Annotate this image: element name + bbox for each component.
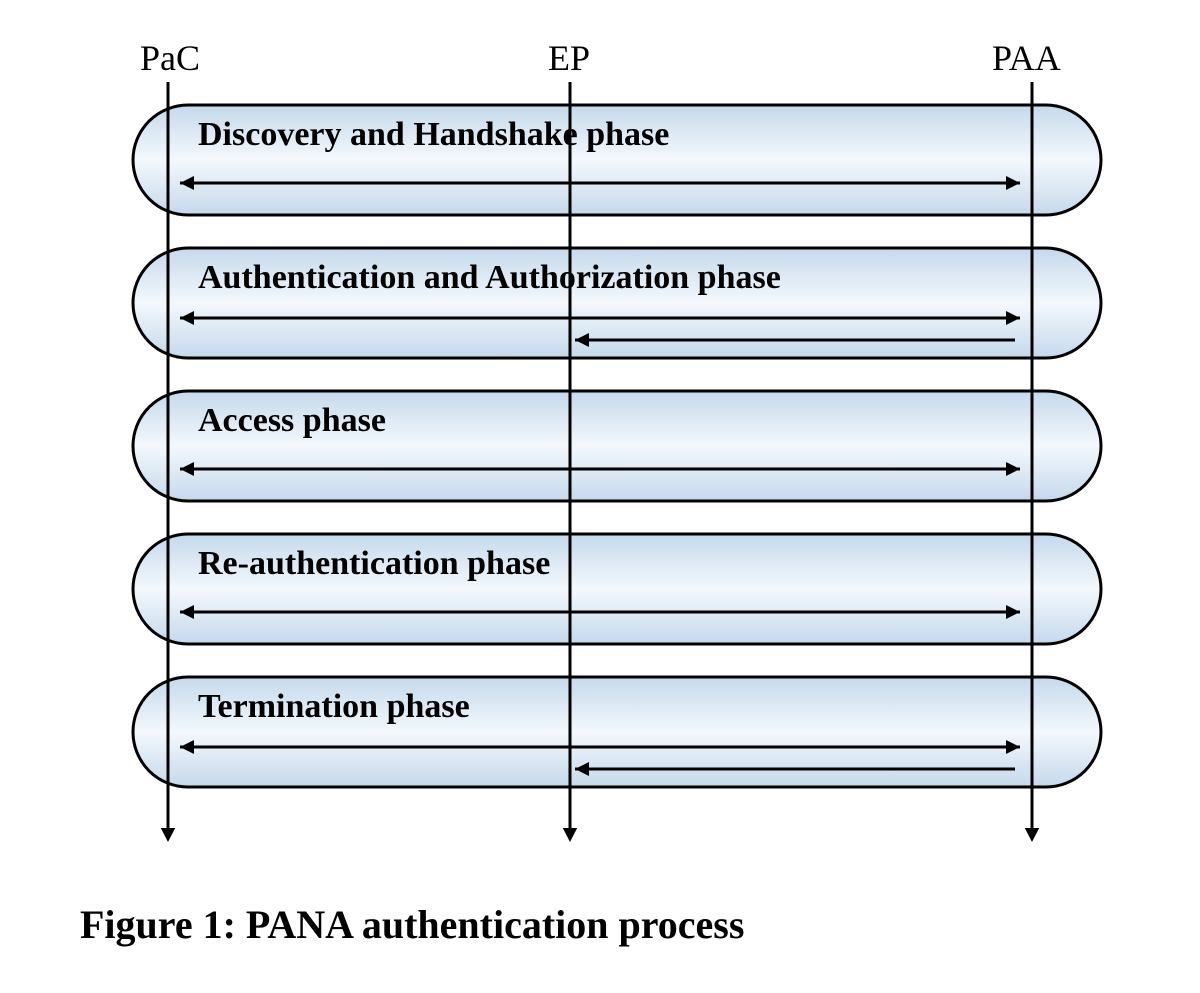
phase-access-label: Access phase	[198, 402, 386, 439]
phase-auth-label: Authentication and Authorization phase	[198, 259, 781, 296]
phase-discovery: Discovery and Handshake phase	[133, 105, 1101, 215]
figure-caption: Figure 1: PANA authentication process	[80, 902, 744, 947]
lifeline-paa-label: PAA	[992, 38, 1061, 78]
phase-term-label: Termination phase	[198, 688, 470, 725]
phase-reauth-label: Re-authentication phase	[198, 545, 550, 582]
phase-term: Termination phase	[133, 677, 1101, 787]
phase-discovery-label: Discovery and Handshake phase	[198, 116, 669, 153]
phase-reauth: Re-authentication phase	[133, 534, 1101, 644]
phase-auth: Authentication and Authorization phase	[133, 248, 1101, 358]
lifeline-ep-label: EP	[548, 38, 590, 78]
phase-access: Access phase	[133, 391, 1101, 501]
lifeline-pac-label: PaC	[140, 38, 200, 78]
